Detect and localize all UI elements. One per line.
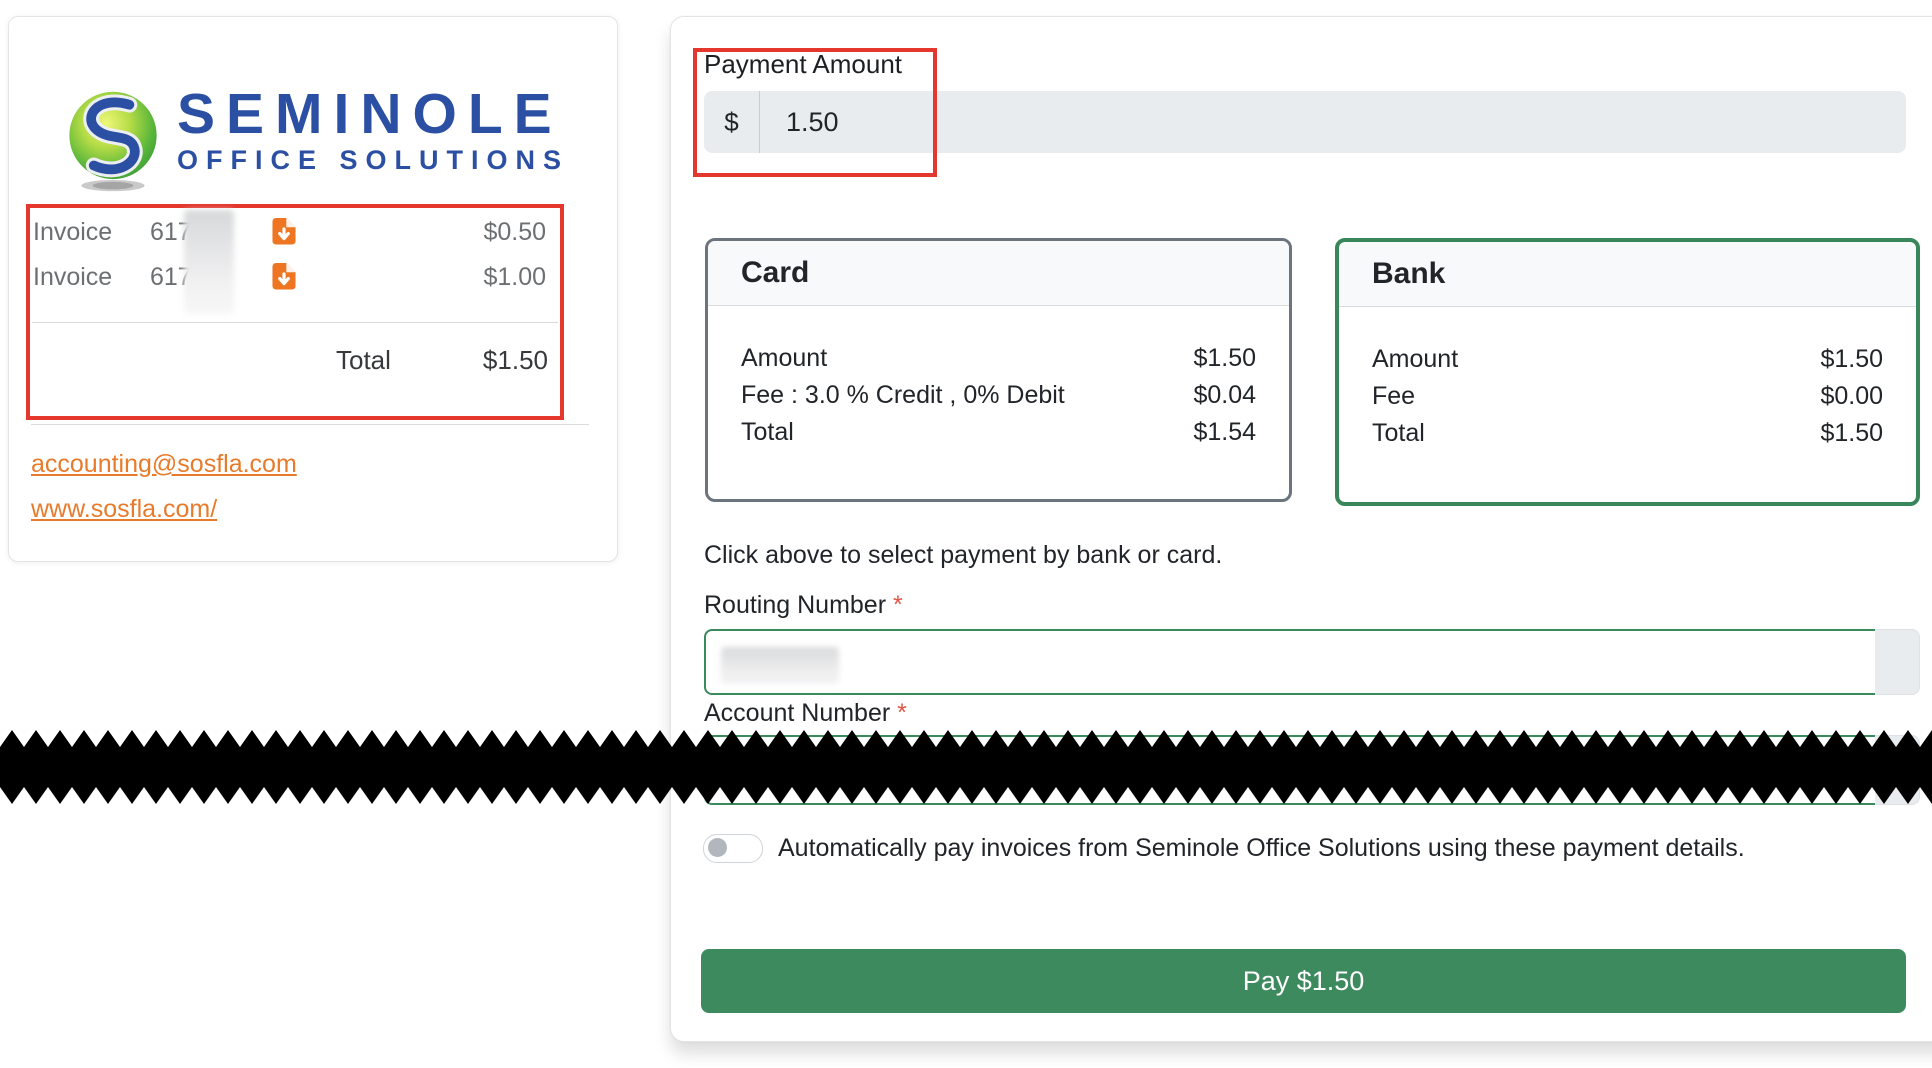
routing-input-addon <box>1875 629 1920 695</box>
merchant-website-link[interactable]: www.sosfla.com/ <box>31 495 218 523</box>
invoice-rows: Invoice 617 $0.50 Invoice 617 <box>30 208 560 314</box>
merchant-card: SEMINOLE OFFICE SOLUTIONS Invoice 617 <box>8 16 618 562</box>
method-bank-body: Amount $1.50 Fee $0.00 Total $1.50 <box>1339 307 1916 452</box>
row-value: $0.00 <box>1820 382 1883 410</box>
row-value: $1.50 <box>1820 345 1883 373</box>
invoice-amount: $0.50 <box>483 218 546 246</box>
method-instruction-text: Click above to select payment by bank or… <box>704 541 1223 569</box>
redacted-invoice-number <box>184 210 234 314</box>
merchant-links: accounting@sosfla.com www.sosfla.com/ <box>31 450 297 524</box>
method-bank-title: Bank <box>1339 242 1916 307</box>
invoice-total-amount: $1.50 <box>482 345 548 375</box>
row-value: $0.04 <box>1193 381 1256 409</box>
fee-row: Total $1.54 <box>741 414 1256 451</box>
merchant-logo: SEMINOLE OFFICE SOLUTIONS <box>65 75 585 195</box>
autopay-toggle[interactable] <box>703 834 763 863</box>
required-asterisk: * <box>897 699 907 727</box>
logo-line2: OFFICE SOLUTIONS <box>177 145 570 175</box>
currency-prefix: $ <box>704 91 760 153</box>
invoice-amount: $1.00 <box>483 263 546 291</box>
method-bank-option[interactable]: Bank Amount $1.50 Fee $0.00 Total $1.50 <box>1335 238 1920 506</box>
invoice-total-row: Total $1.50 <box>30 345 560 376</box>
fee-row: Fee $0.00 <box>1372 378 1883 415</box>
row-label: Amount <box>1372 345 1459 373</box>
invoice-total-label: Total <box>336 345 391 375</box>
row-label: Total <box>741 418 794 446</box>
row-value: $1.54 <box>1193 418 1256 446</box>
row-value: $1.50 <box>1193 344 1256 372</box>
invoice-row: Invoice 617 $0.50 <box>30 210 560 255</box>
invoice-download-icon[interactable] <box>272 217 296 248</box>
invoice-type-label: Invoice <box>33 218 113 246</box>
account-number-label-text: Account Number <box>704 699 891 727</box>
account-number-label: Account Number * <box>704 699 907 728</box>
logo-line1: SEMINOLE <box>177 82 563 146</box>
required-asterisk: * <box>892 591 903 619</box>
merchant-email-link[interactable]: accounting@sosfla.com <box>31 450 297 478</box>
payment-amount-value: 1.50 <box>786 106 839 137</box>
invoice-number-prefix: 617 <box>150 263 192 291</box>
routing-number-input[interactable] <box>704 629 1875 695</box>
pay-button[interactable]: Pay $1.50 <box>701 949 1906 1013</box>
payment-amount-input[interactable]: $ 1.50 <box>704 91 1906 153</box>
toggle-knob <box>708 838 727 857</box>
fee-row: Amount $1.50 <box>1372 341 1883 378</box>
row-label: Total <box>1372 419 1425 447</box>
autopay-toggle-row: Automatically pay invoices from Seminole… <box>703 834 1745 863</box>
invoice-number-prefix: 617 <box>150 218 192 246</box>
autopay-label: Automatically pay invoices from Seminole… <box>778 834 1745 862</box>
routing-number-label-text: Routing Number <box>704 591 887 619</box>
row-label: Fee <box>1372 382 1416 410</box>
method-card-body: Amount $1.50 Fee : 3.0 % Credit , 0% Deb… <box>708 306 1289 451</box>
routing-number-label: Routing Number * <box>704 591 903 620</box>
routing-number-field <box>704 629 1920 695</box>
redacted-routing-number <box>721 647 839 683</box>
invoice-download-icon[interactable] <box>272 262 296 293</box>
invoice-type-label: Invoice <box>33 263 113 291</box>
fee-row: Total $1.50 <box>1372 415 1883 452</box>
fee-row: Fee : 3.0 % Credit , 0% Debit $0.04 <box>741 377 1256 414</box>
account-number-input[interactable] <box>704 735 1875 805</box>
account-input-addon <box>1875 735 1920 805</box>
logo-text: SEMINOLE OFFICE SOLUTIONS <box>177 85 569 175</box>
payment-amount-label: Payment Amount <box>704 49 902 79</box>
invoice-divider <box>32 322 558 323</box>
row-label: Amount <box>741 344 828 372</box>
row-label: Fee : 3.0 % Credit , 0% Debit <box>741 381 1065 409</box>
method-card-option[interactable]: Card Amount $1.50 Fee : 3.0 % Credit , 0… <box>705 238 1292 502</box>
account-number-field <box>704 735 1920 805</box>
invoice-row: Invoice 617 $1.00 <box>30 255 560 300</box>
invoice-table-highlight: Invoice 617 $0.50 Invoice 617 <box>26 204 564 420</box>
logo-sphere-icon <box>69 91 157 192</box>
fee-row: Amount $1.50 <box>741 340 1256 377</box>
method-card-title: Card <box>708 241 1289 306</box>
merchant-card-divider <box>31 424 589 425</box>
payment-panel: Payment Amount $ 1.50 Card Amount $1.50 … <box>670 16 1932 1042</box>
row-value: $1.50 <box>1820 419 1883 447</box>
